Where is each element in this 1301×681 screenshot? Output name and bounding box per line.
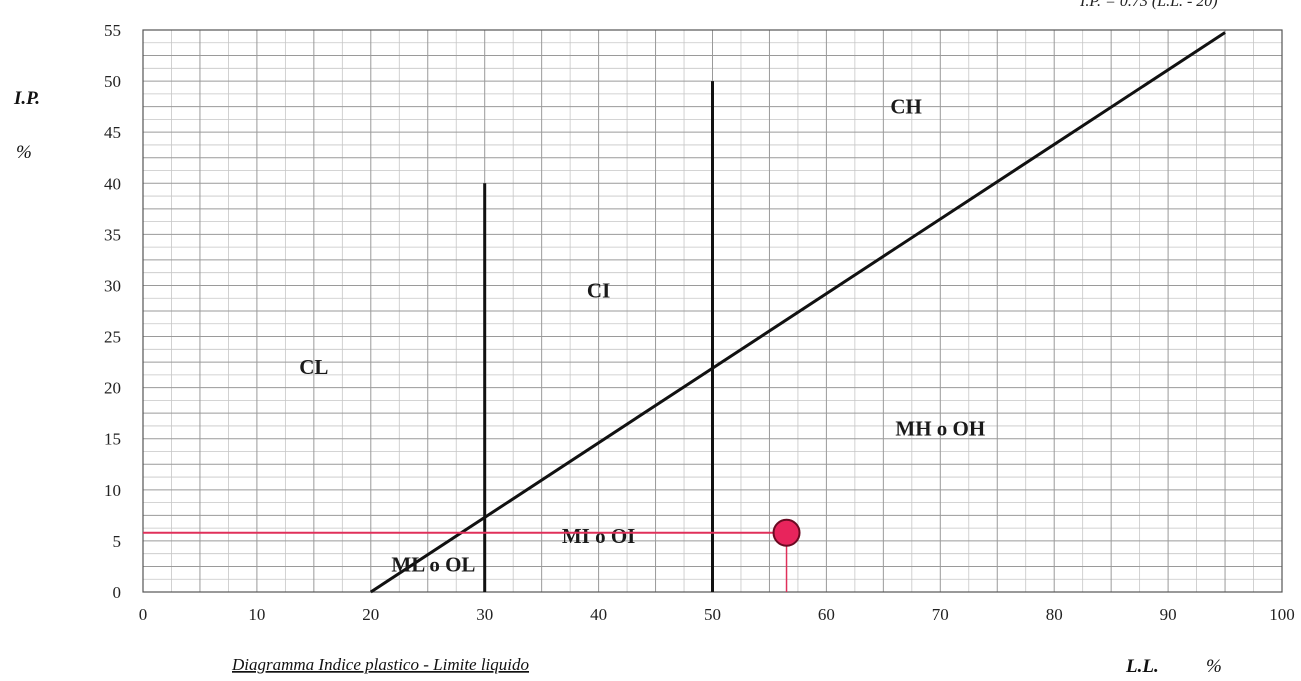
x-tick-label: 70 (932, 605, 949, 624)
y-tick-label: 20 (104, 379, 121, 398)
y-tick-label: 45 (104, 123, 121, 142)
zone-label-ml-o-ol: ML o OL (391, 552, 475, 576)
y-tick-label: 35 (104, 225, 121, 244)
y-tick-label: 5 (113, 532, 122, 551)
sample-point-layer (143, 518, 801, 592)
y-tick-label: 10 (104, 481, 121, 500)
y-tick-label: 40 (104, 174, 121, 193)
x-tick-label: 80 (1046, 605, 1063, 624)
y-tick-label: 30 (104, 276, 121, 295)
x-tick-label: 30 (476, 605, 493, 624)
zone-label-mh-o-oh: MH o OH (895, 417, 985, 441)
y-tick-label: 15 (104, 430, 121, 449)
x-tick-label: 0 (139, 605, 148, 624)
zone-label-ch: CH (890, 95, 922, 119)
x-tick-label: 40 (590, 605, 607, 624)
a-line-formula: I.P. = 0.73 (L.L. - 20) (1079, 0, 1218, 10)
x-axis-unit: % (1206, 656, 1222, 677)
chart-caption: Diagramma Indice plastico - Limite liqui… (231, 655, 529, 674)
y-tick-label: 0 (113, 583, 122, 602)
x-tick-label: 50 (704, 605, 721, 624)
y-axis-unit: % (16, 142, 32, 163)
zone-label-mi-o-oi: MI o OI (562, 524, 636, 548)
tick-labels: 0 10 20 30 40 50 60 70 80 90 100 0 5 10 15 20 25 30 35 40 45… (104, 21, 1295, 624)
chart-lines (369, 31, 1226, 594)
zone-label-cl: CL (299, 355, 328, 379)
x-tick-label: 90 (1160, 605, 1177, 624)
y-tick-label: 25 (104, 328, 121, 347)
y-axis-title: I.P. (13, 88, 40, 109)
zone-labels: CL CI CH MH o OH MI o OI ML o OL (299, 95, 985, 577)
x-axis-title: L.L. (1125, 656, 1159, 677)
x-tick-label: 60 (818, 605, 835, 624)
y-tick-label: 55 (104, 21, 121, 40)
a-line (369, 31, 1226, 594)
x-tick-label: 100 (1269, 605, 1295, 624)
zone-label-ci: CI (587, 279, 610, 303)
y-tick-label: 50 (104, 72, 121, 91)
x-tick-label: 10 (248, 605, 265, 624)
sample-point (772, 518, 801, 547)
x-tick-label: 20 (362, 605, 379, 624)
